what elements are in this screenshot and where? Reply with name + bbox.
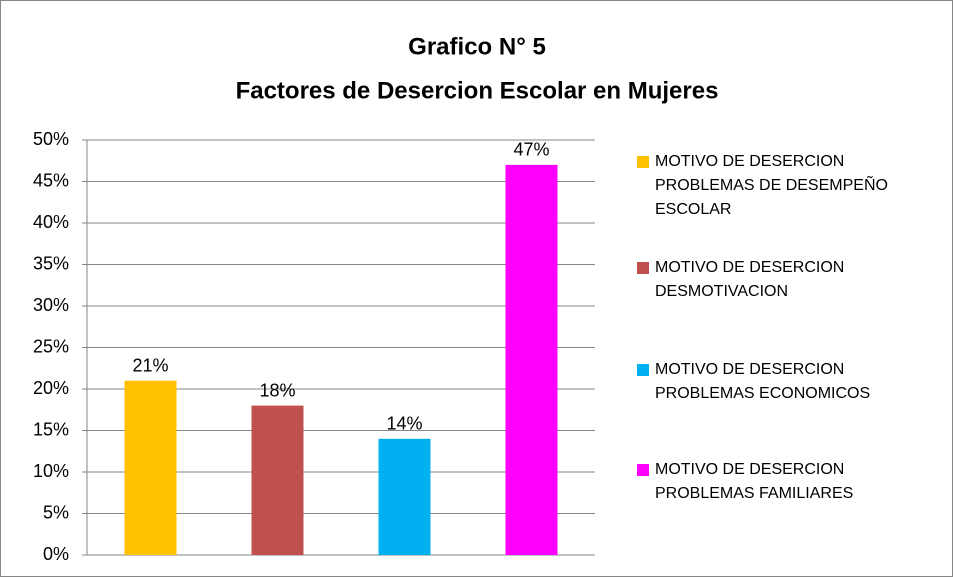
y-tick-label: 10% — [33, 461, 69, 481]
legend-item: MOTIVO DE DESERCION PROBLEMAS ECONOMICOS — [637, 358, 937, 406]
data-label: 14% — [386, 414, 422, 434]
data-label: 18% — [259, 380, 295, 400]
y-tick-label: 25% — [33, 336, 69, 356]
legend-label: MOTIVO DE DESERCION DESMOTIVACION — [655, 259, 845, 300]
y-tick-label: 15% — [33, 419, 69, 439]
legend-swatch — [637, 364, 649, 376]
legend-swatch — [637, 262, 649, 274]
data-label: 21% — [132, 355, 168, 375]
legend-item: MOTIVO DE DESERCION PROBLEMAS DE DESEMPE… — [637, 150, 937, 222]
chart-title: Grafico N° 5 — [408, 33, 546, 60]
y-tick-label: 0% — [43, 544, 69, 564]
bar — [378, 438, 431, 555]
legend-label: MOTIVO DE DESERCION PROBLEMAS ECONOMICOS — [655, 361, 871, 402]
bar — [124, 380, 177, 555]
y-tick-label: 50% — [33, 129, 69, 149]
legend-label: MOTIVO DE DESERCION PROBLEMAS DE DESEMPE… — [655, 153, 888, 218]
legend-label: MOTIVO DE DESERCION PROBLEMAS FAMILIARES — [655, 461, 854, 502]
chart-title: Factores de Desercion Escolar en Mujeres — [236, 77, 719, 104]
legend-item: MOTIVO DE DESERCION PROBLEMAS FAMILIARES — [637, 458, 937, 506]
bar — [505, 164, 558, 555]
legend-swatch — [637, 156, 649, 168]
data-label: 47% — [513, 140, 549, 160]
y-tick-label: 40% — [33, 212, 69, 232]
y-tick-label: 45% — [33, 170, 69, 190]
legend-item: MOTIVO DE DESERCION DESMOTIVACION — [637, 256, 937, 304]
y-tick-label: 20% — [33, 378, 69, 398]
y-tick-label: 5% — [43, 502, 69, 522]
legend-swatch — [637, 464, 649, 476]
y-tick-label: 30% — [33, 295, 69, 315]
bar — [251, 405, 304, 555]
y-tick-label: 35% — [33, 253, 69, 273]
